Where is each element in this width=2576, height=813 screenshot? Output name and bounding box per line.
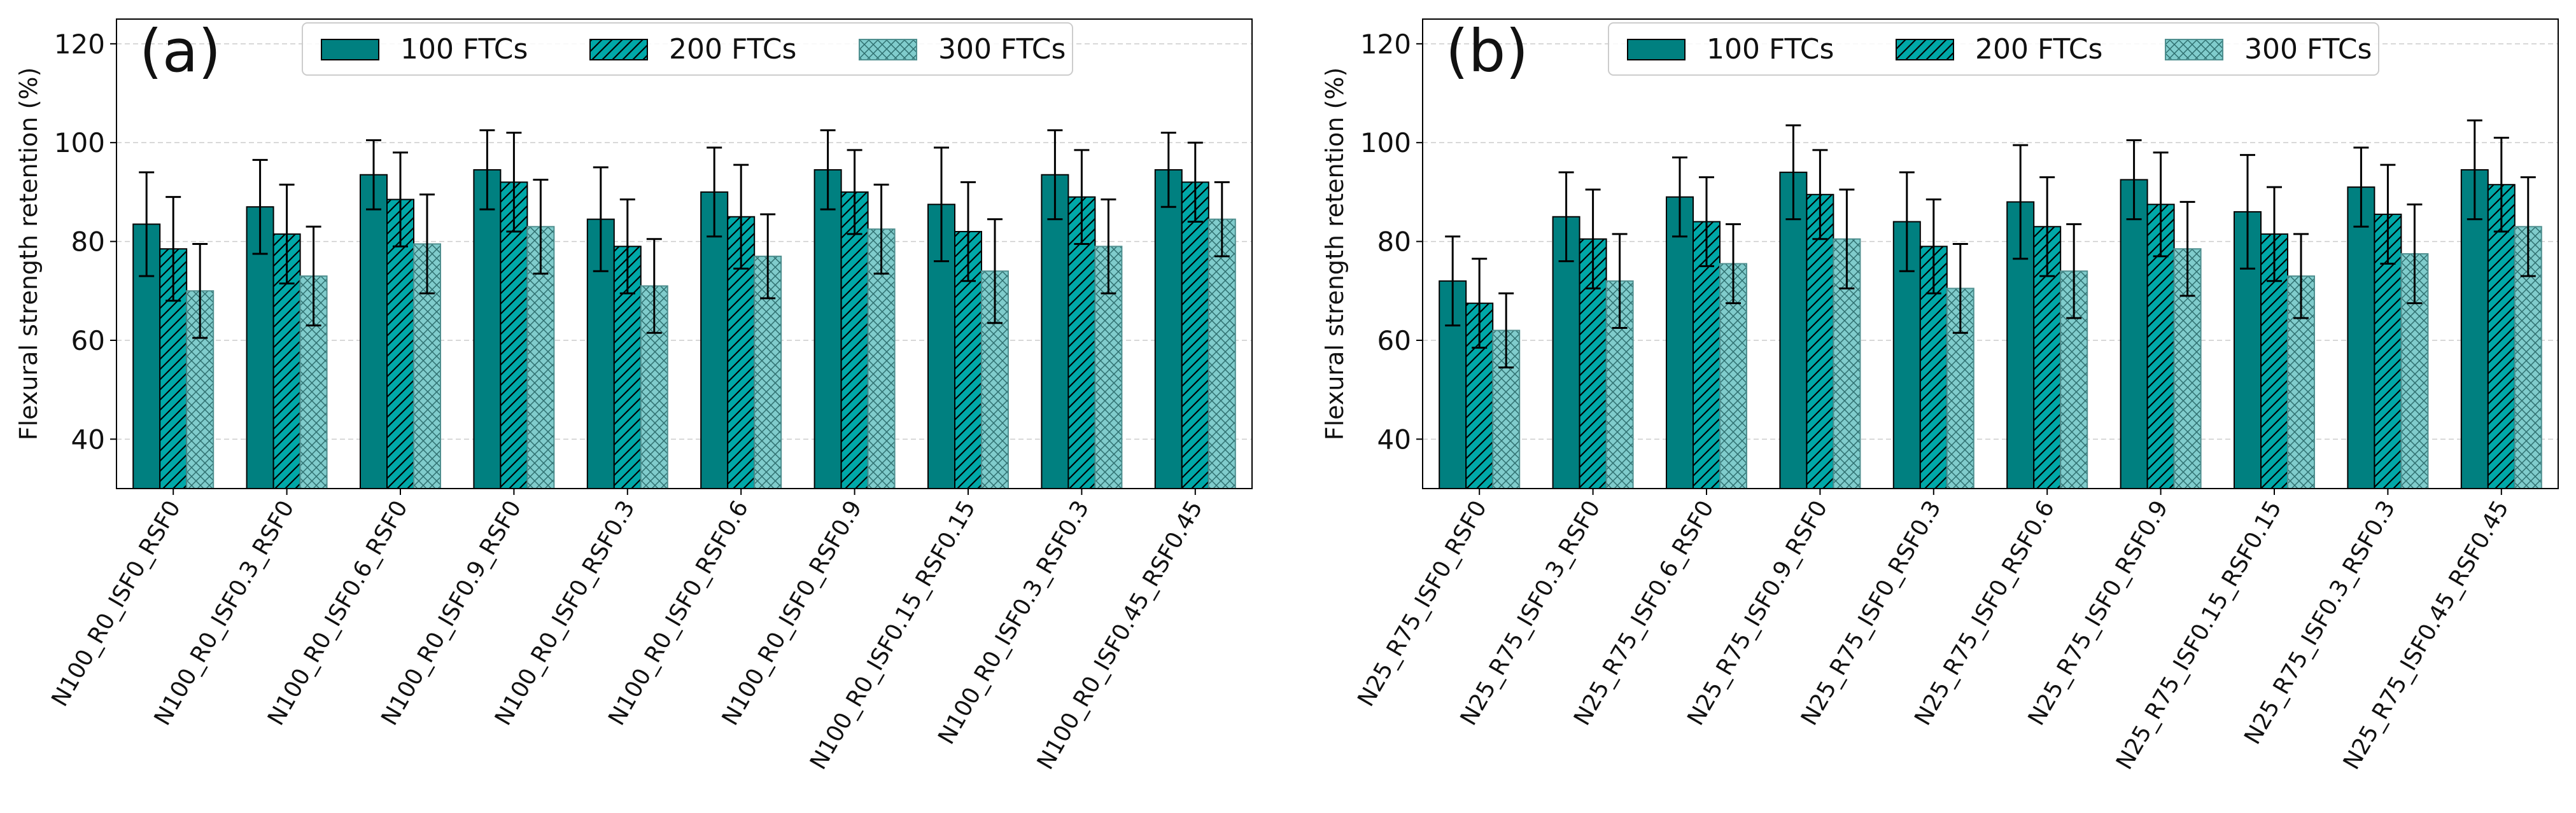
legend-swatch: [321, 39, 379, 60]
legend-swatch: [1896, 39, 1954, 60]
y-axis-label: Flexural strength retention (%): [1321, 67, 1349, 441]
bar: [813, 169, 842, 489]
legend-label: 300 FTCs: [938, 33, 1066, 66]
panel-a: 406080100120N100_R0_ISF0_RSF0N100_R0_ISF…: [15, 17, 1253, 774]
bar: [1154, 169, 1183, 489]
x-tick-label: N25_R75_ISF0_RSF0: [1353, 496, 1492, 711]
legend-swatch: [2165, 39, 2223, 60]
bar: [2120, 179, 2148, 489]
y-tick-label: 80: [1377, 226, 1411, 258]
y-tick-label: 40: [1377, 424, 1411, 455]
legend-swatch: [859, 39, 917, 60]
bar: [2487, 184, 2516, 489]
bar: [2347, 186, 2375, 489]
plot-frame: [116, 18, 1253, 489]
legend-box: [302, 22, 1073, 76]
y-tick-label: 40: [71, 424, 105, 455]
y-tick-label: 120: [1360, 29, 1411, 60]
legend-swatch: [589, 39, 648, 60]
bar: [1181, 181, 1209, 489]
y-axis-label: Flexural strength retention (%): [15, 67, 43, 441]
bar: [360, 174, 388, 489]
legend-label: 200 FTCs: [1975, 33, 2102, 66]
legend-label: 100 FTCs: [400, 33, 528, 66]
panel-label: (b): [1446, 17, 1528, 85]
legend-label: 300 FTCs: [2244, 33, 2372, 66]
y-tick-label: 100: [1360, 127, 1411, 158]
panel-label: (a): [139, 17, 221, 85]
y-tick-label: 60: [71, 325, 105, 356]
y-tick-label: 100: [54, 127, 105, 158]
plot-frame: [1422, 18, 2559, 489]
panel-b: 406080100120N25_R75_ISF0_RSF0N25_R75_ISF…: [1321, 17, 2559, 774]
legend-box: [1608, 22, 2379, 76]
bar: [473, 169, 502, 489]
bar: [1041, 174, 1069, 489]
y-tick-label: 120: [54, 29, 105, 60]
bar: [500, 181, 528, 489]
bar: [1666, 196, 1694, 489]
legend-swatch: [1627, 39, 1686, 60]
bar: [1207, 218, 1236, 489]
y-tick-label: 60: [1377, 325, 1411, 356]
legend-label: 200 FTCs: [669, 33, 796, 66]
legend-label: 100 FTCs: [1707, 33, 1834, 66]
x-tick-label: N100_R0_ISF0_RSF0: [46, 496, 186, 711]
y-tick-label: 80: [71, 226, 105, 258]
bar: [840, 191, 869, 489]
